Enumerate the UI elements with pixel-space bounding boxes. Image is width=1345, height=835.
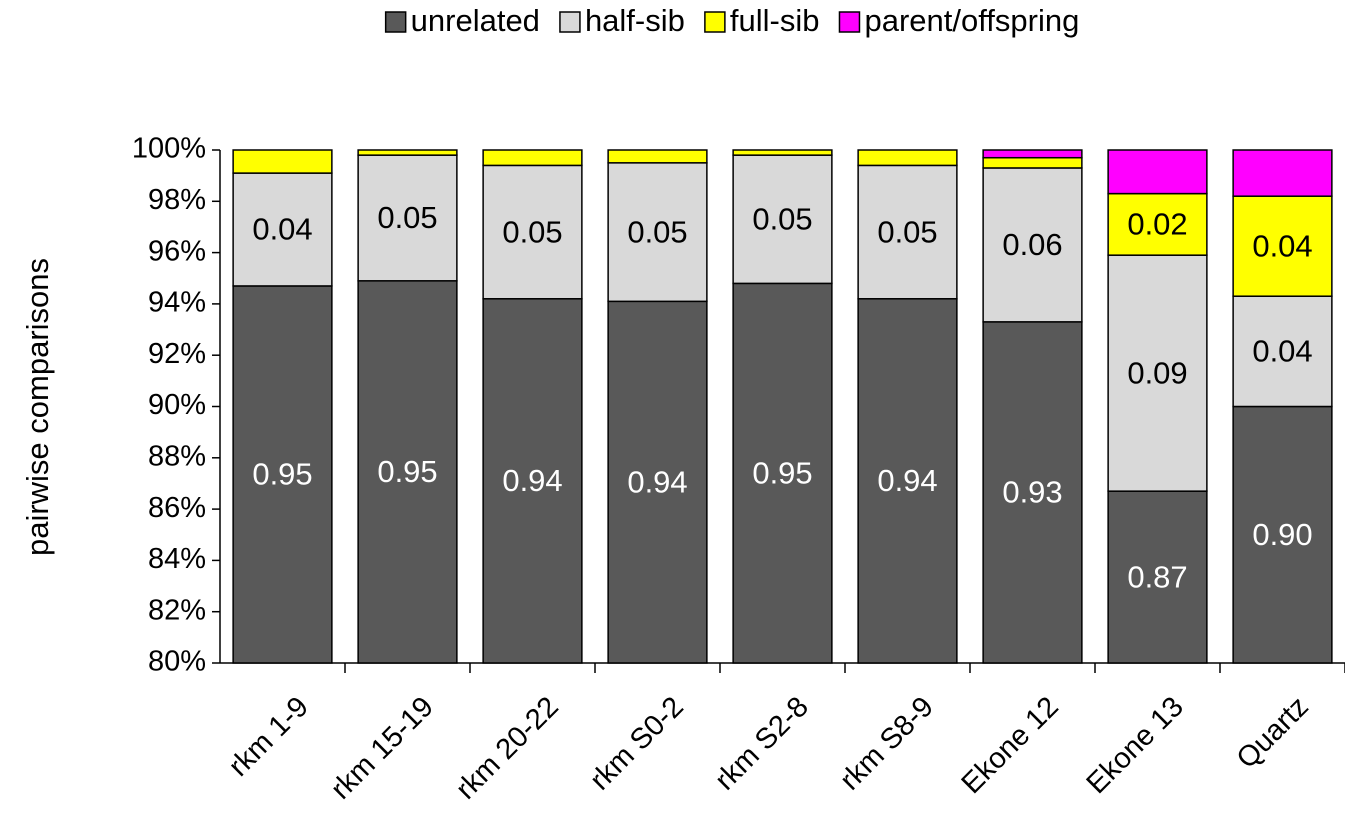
- value-label: 0.05: [752, 201, 812, 236]
- bar-segment: [857, 149, 958, 167]
- value-label: 0.04: [252, 212, 312, 247]
- value-label: 0.95: [377, 454, 437, 489]
- x-tick-label: rkm 15-19: [325, 691, 440, 806]
- bar-segment: [482, 298, 583, 664]
- y-tick-label: 84%: [148, 543, 206, 575]
- legend-swatch: [559, 11, 581, 33]
- x-tick-label: rkm 1-9: [223, 691, 315, 783]
- value-label: 0.04: [1252, 334, 1312, 369]
- value-label: 0.04: [1252, 228, 1312, 263]
- value-label: 0.90: [1252, 517, 1312, 552]
- legend-label: parent/offspring: [864, 3, 1079, 38]
- bar-segment: [857, 164, 958, 300]
- value-label: 0.05: [877, 214, 937, 249]
- value-label: 0.05: [627, 214, 687, 249]
- value-label: 0.94: [877, 463, 937, 498]
- legend-label: unrelated: [411, 3, 540, 38]
- y-tick-label: 80%: [148, 646, 206, 678]
- value-label: 0.95: [752, 455, 812, 490]
- bar-segment: [357, 280, 458, 664]
- y-tick-label: 92%: [148, 338, 206, 370]
- bar-segment: [1232, 405, 1333, 664]
- bar-segment: [357, 149, 458, 156]
- x-tick-label: rkm S0-2: [584, 691, 690, 797]
- value-label: 0.93: [1002, 475, 1062, 510]
- bar-segment: [982, 149, 1083, 159]
- bar-segment: [857, 298, 958, 664]
- legend-swatch: [384, 11, 407, 33]
- bar-segment: [1107, 254, 1208, 492]
- x-tick-label: Quartz: [1231, 691, 1315, 775]
- y-tick-label: 98%: [148, 184, 206, 216]
- value-label: 0.95: [252, 457, 312, 492]
- y-tick-label: 82%: [148, 594, 206, 626]
- y-axis-label: pairwise comparisons: [20, 258, 55, 556]
- bar-segment: [1107, 192, 1208, 256]
- y-tick-label: 90%: [148, 389, 206, 421]
- legend-swatch: [838, 11, 861, 33]
- bar-segment: [732, 149, 833, 156]
- legend-swatch: [704, 11, 726, 33]
- bar-segment: [357, 154, 458, 282]
- y-tick-label: 94%: [148, 287, 206, 319]
- bar-segment: [982, 167, 1083, 323]
- bar-segment: [482, 149, 583, 167]
- x-tick-label: rkm S8-9: [834, 691, 940, 797]
- value-label: 0.09: [1127, 355, 1187, 390]
- x-tick-label: rkm 20-22: [450, 691, 565, 806]
- bar-segment: [482, 164, 583, 300]
- bar-segment: [232, 285, 333, 664]
- value-label: 0.94: [627, 464, 687, 499]
- bar-segment: [232, 172, 333, 287]
- bar-segment: [232, 149, 333, 174]
- value-label: 0.05: [502, 214, 562, 249]
- value-label: 0.06: [1002, 227, 1062, 262]
- y-tick-label: 86%: [148, 492, 206, 524]
- bar-segment: [1232, 149, 1333, 197]
- value-label: 0.94: [502, 463, 562, 498]
- y-tick-label: 96%: [148, 235, 206, 267]
- bar-segment: [1107, 149, 1208, 195]
- bar-segment: [732, 154, 833, 285]
- bar-segment: [607, 149, 708, 164]
- bar-segment: [982, 156, 1083, 169]
- value-label: 0.87: [1127, 559, 1187, 594]
- value-label: 0.05: [377, 200, 437, 235]
- y-tick-label: 88%: [148, 440, 206, 472]
- x-tick-label: Ekone 13: [1081, 691, 1190, 800]
- x-tick-label: Ekone 12: [956, 691, 1065, 800]
- bar-segment: [1107, 490, 1208, 664]
- bar-segment: [607, 162, 708, 303]
- x-tick-label: rkm S2-8: [709, 691, 815, 797]
- bar-segment: [1232, 195, 1333, 297]
- legend-label: full-sib: [730, 3, 820, 38]
- y-tick-label: 100%: [132, 133, 206, 165]
- bar-segment: [982, 321, 1083, 664]
- value-label: 0.02: [1127, 207, 1187, 242]
- bar-segment: [732, 282, 833, 664]
- legend-label: half-sib: [585, 3, 685, 38]
